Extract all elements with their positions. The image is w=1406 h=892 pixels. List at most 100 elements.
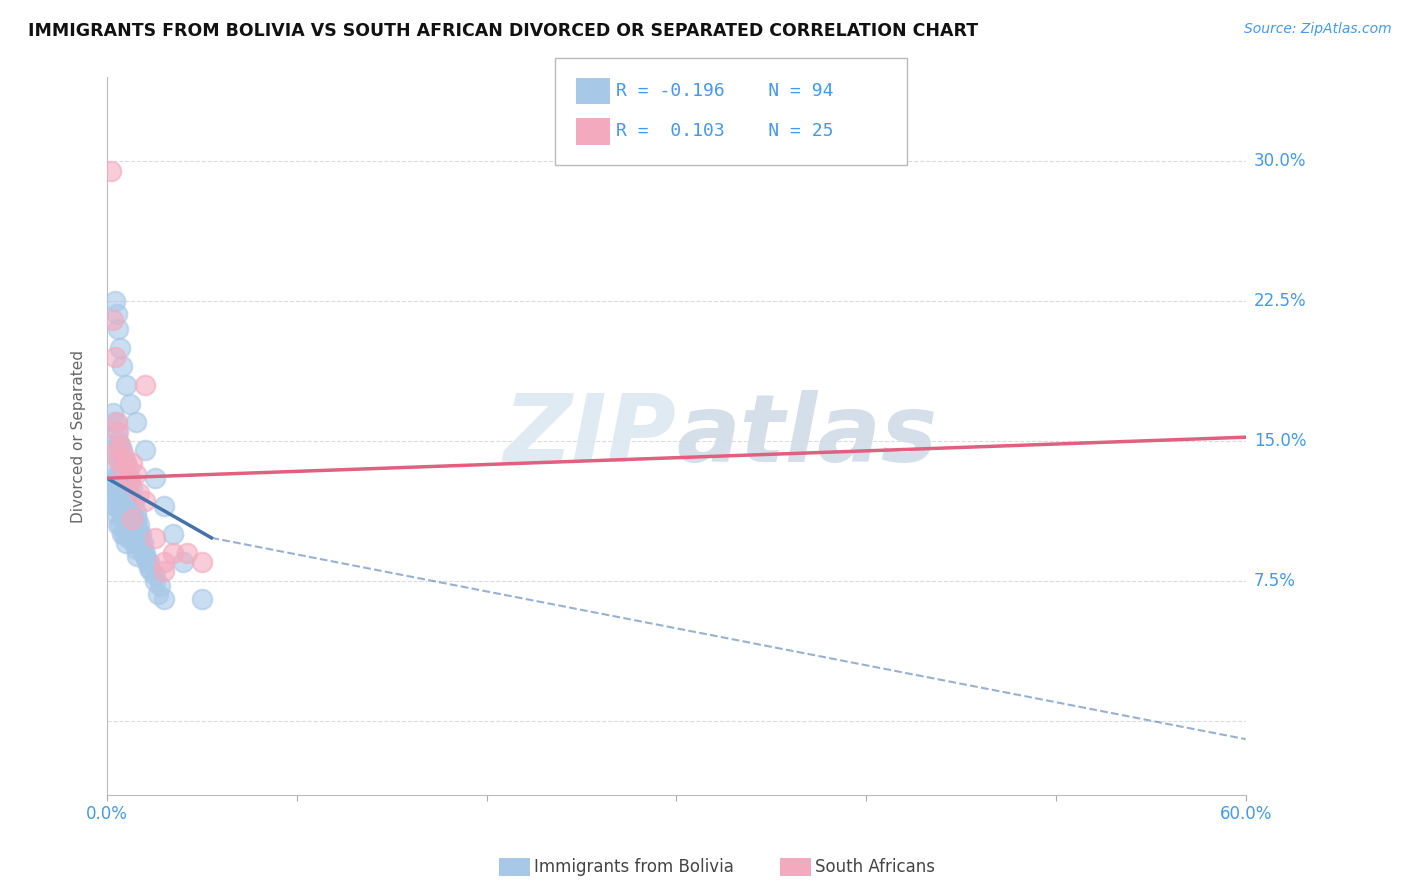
Point [111,443,134,458]
Point [191,592,214,607]
Point [115,456,138,470]
Text: ZIP: ZIP [503,391,676,483]
Point [107,517,129,532]
Point [128,517,150,532]
Point [101,406,124,420]
Point [105,471,128,485]
Point [105,307,128,321]
Point [105,481,128,495]
Point [118,471,141,485]
Text: R = -0.196    N = 94: R = -0.196 N = 94 [616,82,834,100]
Text: 22.5%: 22.5% [1254,292,1306,310]
Point [111,359,134,374]
Point [110,437,132,451]
Point [111,527,134,541]
Point [100,481,122,495]
Point [124,415,146,429]
Point [111,462,134,476]
Point [105,499,128,513]
Point [129,536,152,550]
Point [107,449,129,463]
Point [104,294,127,309]
Text: South Africans: South Africans [815,858,935,876]
Point [143,574,166,588]
Point [121,512,143,526]
Point [104,415,127,429]
Text: Source: ZipAtlas.com: Source: ZipAtlas.com [1244,22,1392,37]
Point [143,568,166,582]
Point [172,555,194,569]
Point [112,508,135,523]
Point [104,462,127,476]
Point [139,565,162,579]
Point [107,425,129,439]
Point [105,415,128,429]
Point [104,350,127,364]
Point [134,493,156,508]
Point [128,486,150,500]
Point [115,536,138,550]
Point [111,508,134,523]
Point [124,541,146,556]
Point [107,452,129,467]
Text: IMMIGRANTS FROM BOLIVIA VS SOUTH AFRICAN DIVORCED OR SEPARATED CORRELATION CHART: IMMIGRANTS FROM BOLIVIA VS SOUTH AFRICAN… [28,22,979,40]
Point [124,467,146,482]
Point [110,437,132,451]
Point [127,512,149,526]
Point [117,531,139,545]
Point [104,499,127,513]
Point [143,471,166,485]
Point [122,493,145,508]
Point [117,481,139,495]
Point [127,549,149,564]
Point [127,524,149,538]
Point [121,456,143,470]
Point [176,546,198,560]
Point [105,437,128,451]
Y-axis label: Divorced or Separated: Divorced or Separated [72,350,86,523]
Point [107,481,129,495]
Point [101,312,124,326]
Point [149,579,172,593]
Point [105,508,128,523]
Point [117,462,139,476]
Point [112,467,135,482]
Point [117,471,139,485]
Point [191,555,214,569]
Point [112,452,135,467]
Point [134,549,156,564]
Point [115,378,138,392]
Point [110,456,132,470]
Point [132,536,155,550]
Point [121,531,143,545]
Text: Immigrants from Bolivia: Immigrants from Bolivia [534,858,734,876]
Point [107,471,129,485]
Point [138,560,160,574]
Point [115,456,138,470]
Point [118,505,141,519]
Point [121,508,143,523]
Point [153,555,176,569]
Point [118,490,141,504]
Point [107,499,129,513]
Point [115,475,138,489]
Point [105,490,128,504]
Point [104,481,127,495]
Point [132,546,155,560]
Point [121,481,143,495]
Point [135,555,157,569]
Point [138,555,160,569]
Point [124,505,146,519]
Point [117,512,139,526]
Point [143,531,166,545]
Point [110,517,132,532]
Point [100,163,122,178]
Point [112,527,135,541]
Point [148,587,170,601]
Point [153,499,176,513]
Point [115,499,138,513]
Point [117,499,139,513]
Point [101,490,124,504]
Point [134,546,156,560]
Text: R =  0.103    N = 25: R = 0.103 N = 25 [616,122,834,140]
